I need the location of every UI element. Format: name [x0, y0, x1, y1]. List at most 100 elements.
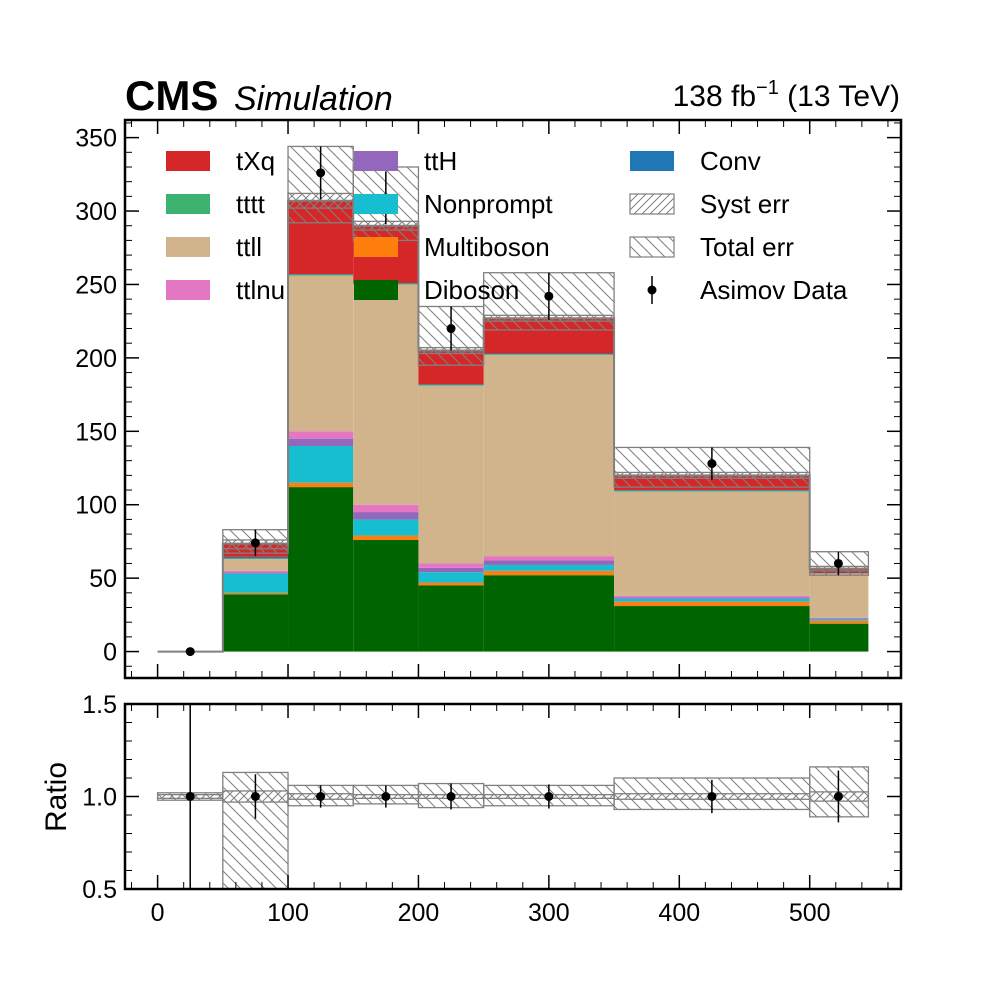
y-tick-label: 50 [89, 565, 117, 593]
legend-syst-err-swatch [629, 193, 675, 215]
x-tick-label: 0 [151, 899, 165, 927]
bar-ttll-bin-4 [418, 385, 484, 564]
bar-nonprompt-bin-1 [222, 573, 289, 593]
ratio-point-2 [316, 792, 326, 801]
y-tick-label: 250 [75, 271, 117, 299]
asimov-data-point-4 [446, 324, 456, 334]
bar-nonprompt-bin-7 [809, 619, 869, 621]
legend-tttt-swatch [166, 194, 210, 214]
ratio-axes: 0 100 200 300 400 500 0.5 1.0 1.5 [82, 691, 901, 927]
y-tick-label: 0 [103, 639, 117, 667]
bar-nonprompt-bin-2 [288, 445, 354, 483]
legend-conv-swatch [630, 151, 674, 171]
bar-tttt-bin-5 [483, 354, 615, 355]
legend-asimov-data-label: Asimov Data [700, 275, 848, 305]
legend-ttlnu-label: ttlnu [236, 275, 285, 305]
legend-txq-label: tXq [236, 146, 275, 176]
legend-total-err-label: Total err [700, 232, 794, 262]
bar-ttlnu-bin-6 [614, 595, 810, 598]
ratio-panel: 0 100 200 300 400 500 0.5 1.0 1.5 Ratio [40, 691, 903, 927]
asimov-data-point-1 [250, 538, 260, 548]
y-tick-label: 150 [75, 418, 117, 446]
legend-multiboson-label: Multiboson [424, 232, 550, 262]
ratio-point-4 [446, 792, 456, 801]
bar-multiboson-bin-2 [288, 482, 354, 488]
legend-tth-label: ttH [424, 146, 457, 176]
y-tick-label: 0.5 [82, 876, 117, 904]
bar-ttlnu-bin-5 [483, 556, 615, 561]
x-tick-label: 300 [528, 899, 570, 927]
legend-nonprompt-swatch [354, 194, 398, 214]
bar-ttlnu-bin-1 [222, 570, 289, 573]
bar-multiboson-bin-5 [483, 570, 615, 576]
bar-conv-bin-5 [483, 353, 615, 355]
bar-tth-bin-6 [614, 597, 810, 599]
legend-multiboson-swatch [354, 237, 398, 257]
y-tick-label: 100 [75, 492, 117, 520]
legend: tXq tttt ttll ttlnu ttH Nonprompt Multiboson Di… [166, 146, 848, 305]
asimov-data-point-2 [316, 168, 326, 178]
ratio-ylabel: Ratio [40, 762, 73, 832]
ratio-point-5 [544, 792, 554, 801]
legend-tttt-label: tttt [236, 189, 266, 219]
main-frame [123, 118, 903, 680]
legend-ttll-label: ttll [236, 232, 262, 262]
y-tick-label: 300 [75, 198, 117, 226]
legend-asimov-data-marker [647, 285, 657, 295]
legend-total-err-swatch [629, 236, 675, 258]
bar-ttll-bin-6 [614, 491, 810, 596]
asimov-data-point-5 [544, 291, 554, 301]
bar-tth-bin-7 [809, 618, 869, 620]
simulation-label: Simulation [234, 80, 393, 118]
asimov-data-point-6 [707, 459, 717, 469]
ratio-plot-area [156, 704, 870, 889]
bar-diboson-bin-7 [809, 623, 869, 652]
ratio-point-7 [833, 792, 843, 801]
bar-conv-bin-2 [288, 274, 354, 275]
bar-multiboson-bin-6 [614, 601, 810, 607]
bar-tttt-bin-2 [288, 274, 354, 276]
bar-nonprompt-bin-4 [418, 572, 484, 583]
bar-tttt-bin-1 [222, 558, 289, 560]
bar-tth-bin-5 [483, 560, 615, 565]
y-tick-label: 1.0 [82, 784, 117, 812]
bar-ttll-bin-7 [809, 573, 869, 618]
bar-diboson-bin-3 [353, 539, 419, 652]
lumi-energy: (13 TeV) [779, 80, 900, 113]
legend-txq-swatch [166, 151, 210, 171]
bar-tttt-bin-6 [614, 490, 810, 492]
legend-diboson-label: Diboson [424, 275, 519, 305]
ratio-point-6 [707, 792, 717, 801]
legend-nonprompt-label: Nonprompt [424, 189, 553, 219]
bar-multiboson-bin-4 [418, 582, 484, 586]
bar-diboson-bin-5 [483, 575, 615, 652]
bar-conv-bin-4 [418, 384, 484, 386]
bar-nonprompt-bin-6 [614, 598, 810, 602]
bar-diboson-bin-1 [222, 594, 289, 652]
bar-tth-bin-4 [418, 567, 484, 573]
x-tick-label: 200 [398, 899, 440, 927]
bar-ttll-bin-3 [353, 284, 419, 505]
legend-diboson-swatch [354, 280, 398, 300]
x-tick-label: 500 [789, 899, 831, 927]
x-tick-label: 100 [267, 899, 309, 927]
bar-nonprompt-bin-5 [483, 564, 615, 571]
ratio-point-0 [185, 792, 195, 801]
cms-label: CMS [125, 72, 218, 119]
bar-conv-bin-6 [614, 490, 810, 491]
bar-multiboson-bin-7 [809, 620, 869, 624]
bar-nonprompt-bin-3 [353, 519, 419, 536]
legend-syst-err-label: Syst err [700, 189, 790, 219]
bar-tttt-bin-4 [418, 385, 484, 386]
bar-conv-bin-1 [222, 556, 289, 559]
main-histogram-panel: 0 50 100 150 200 250 300 350 [75, 118, 903, 680]
bar-diboson-bin-4 [418, 585, 484, 652]
bar-ttll-bin-1 [222, 559, 289, 571]
bar-multiboson-bin-1 [222, 592, 289, 595]
lumi-value: 138 fb [673, 80, 756, 113]
x-tick-label: 400 [658, 899, 700, 927]
main-plot-area [157, 145, 870, 657]
bar-ttlnu-bin-3 [353, 504, 419, 513]
bar-ttll-bin-5 [483, 354, 615, 557]
